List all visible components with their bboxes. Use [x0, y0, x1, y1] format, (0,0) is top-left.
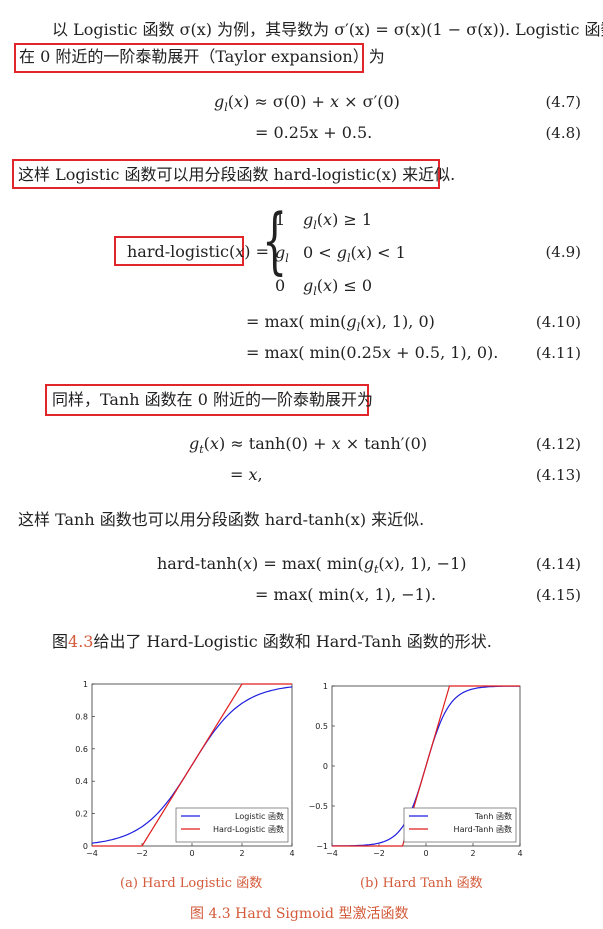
case-1-value: 1: [275, 210, 286, 229]
intro-line-1: 以 Logistic 函数 σ(x) 为例，其导数为 σ′(x) = σ(x)(…: [52, 20, 603, 39]
figure-ref-prefix: 图: [52, 632, 69, 651]
equation-number-4-11: (4.11): [535, 344, 581, 362]
equation-number-4-7: (4.7): [545, 93, 581, 111]
equation-4-10: = max( min(gl(x), 1), 0): [246, 312, 435, 335]
equation-number-4-9: (4.9): [545, 243, 581, 261]
equation-number-4-8: (4.8): [545, 124, 581, 142]
x-tick-label: 0: [189, 849, 194, 858]
figure-caption: 图 4.3 Hard Sigmoid 型激活函数: [190, 906, 409, 922]
legend-label-2: Hard-Tanh 函数: [454, 824, 512, 834]
case-1: 1 gl(x) ≥ 1: [275, 210, 373, 233]
series-line-2: [332, 685, 520, 847]
highlight-box-taylor: [14, 43, 364, 73]
caption-b: (b) Hard Tanh 函数: [360, 876, 483, 891]
x-tick-label: −4: [326, 849, 338, 858]
case-3-value: 0: [275, 276, 286, 295]
figure-reference: 图4.3给出了 Hard-Logistic 函数和 Hard-Tanh 函数的形…: [52, 632, 492, 652]
y-tick-label: 0.5: [315, 722, 328, 731]
highlight-box-hard-logistic-label: [114, 236, 244, 266]
y-tick-label: 0: [323, 762, 328, 771]
y-tick-label: 0.2: [75, 810, 88, 819]
highlight-box-hard-logistic-intro: [12, 159, 440, 189]
equation-number-4-10: (4.10): [535, 313, 581, 331]
case-3: 0 gl(x) ≤ 0: [275, 276, 373, 299]
series-line-2: [92, 683, 292, 847]
hard-logistic-intro: 这样 Logistic 函数可以用分段函数 hard-logistic(x) 来…: [18, 165, 456, 184]
equation-number-4-14: (4.14): [535, 555, 581, 573]
x-tick-label: 4: [289, 849, 294, 858]
figure-ref-suffix: 给出了 Hard-Logistic 函数和 Hard-Tanh 函数的形状.: [93, 632, 492, 651]
y-tick-label: 0.6: [75, 745, 88, 754]
x-tick-label: 2: [470, 849, 475, 858]
x-tick-label: −2: [136, 849, 148, 858]
y-tick-label: −1: [316, 842, 328, 851]
y-tick-label: 0.4: [75, 777, 88, 786]
equation-4-8: = 0.25x + 0.5.: [255, 123, 373, 142]
tanh-intro: 同样，Tanh 函数在 0 附近的一阶泰勒展开为: [52, 390, 374, 409]
equation-number-4-12: (4.12): [535, 435, 581, 453]
y-tick-label: 1: [323, 682, 328, 691]
x-tick-label: −2: [373, 849, 385, 858]
equation-number-4-15: (4.15): [535, 586, 581, 604]
equation-4-12: gt(x) ≈ tanh(0) + x × tanh′(0): [189, 434, 428, 457]
x-tick-label: 4: [517, 849, 522, 858]
left-brace: {: [262, 198, 288, 282]
y-tick-label: 0.8: [75, 712, 88, 721]
intro-line-2: 在 0 附近的一阶泰勒展开（Taylor expansion）为: [19, 47, 385, 66]
x-tick-label: 2: [239, 849, 244, 858]
equation-4-14: hard-tanh(x) = max( min(gt(x), 1), −1): [157, 554, 467, 577]
equation-4-11: = max( min(0.25x + 0.5, 1), 0).: [246, 343, 499, 362]
legend-label-1: Tanh 函数: [474, 811, 512, 821]
x-tick-label: 0: [423, 849, 428, 858]
y-tick-label: 1: [83, 680, 88, 689]
equation-4-13: = x,: [230, 465, 263, 484]
case-2: gl 0 < gl(x) < 1: [275, 243, 406, 266]
hard-tanh-intro: 这样 Tanh 函数也可以用分段函数 hard-tanh(x) 来近似.: [18, 510, 425, 529]
equation-4-7: gl(x) ≈ σ(0) + x × σ′(0): [214, 92, 400, 115]
legend-label-1: Logistic 函数: [235, 811, 284, 821]
y-tick-label: −0.5: [309, 802, 328, 811]
x-tick-label: −4: [86, 849, 98, 858]
legend-label-2: Hard-Logistic 函数: [213, 824, 284, 834]
caption-a: (a) Hard Logistic 函数: [120, 876, 263, 891]
hard-tanh-chart: −4 −2 0 2 4 −1 −0.5 0 0.5 1 Tanh 函数 Hard-Tanh 函数: [309, 682, 523, 858]
highlight-box-tanh-intro: [45, 384, 369, 416]
figure-ref-link[interactable]: 4.3: [68, 632, 94, 651]
equation-number-4-13: (4.13): [535, 466, 581, 484]
legend-box: [403, 807, 517, 843]
hard-logistic-label: hard-logistic(x) =: [127, 242, 269, 261]
legend-box: [175, 807, 289, 843]
hard-logistic-chart: −4 −2 0 2 4 0 0.2 0.4 0.6 0.8 1 Logistic 函数 Hard-Log…: [75, 680, 294, 858]
y-tick-label: 0: [83, 842, 88, 851]
equation-4-15: = max( min(x, 1), −1).: [255, 585, 437, 604]
